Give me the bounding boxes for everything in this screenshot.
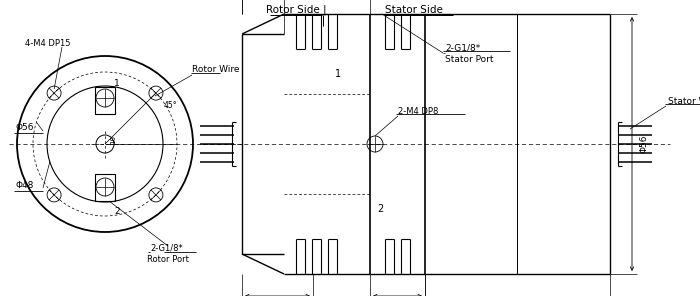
Text: 10: 10 [110, 136, 116, 144]
Text: 2: 2 [377, 204, 383, 214]
Text: Stator Wire: Stator Wire [668, 96, 700, 105]
Text: Φ56: Φ56 [16, 123, 34, 133]
Text: Stator Side: Stator Side [385, 5, 443, 15]
Text: |: | [323, 5, 327, 15]
Text: 2-G1/8*: 2-G1/8* [150, 244, 183, 252]
Bar [95, 174, 115, 201]
Text: Rotor Port: Rotor Port [147, 255, 189, 263]
Bar [95, 87, 115, 114]
Text: Stator Port: Stator Port [445, 54, 493, 64]
Text: 45°: 45° [163, 102, 177, 110]
Text: 2-M4 DP8: 2-M4 DP8 [398, 107, 438, 115]
Text: Φ48: Φ48 [16, 181, 34, 191]
Text: Rotor Side: Rotor Side [266, 5, 320, 15]
Text: 1: 1 [114, 80, 120, 89]
Text: 2-G1/8*: 2-G1/8* [445, 44, 480, 52]
Text: Rotor Wire: Rotor Wire [192, 65, 239, 75]
Text: 2: 2 [114, 207, 120, 215]
Text: 4-M4 DP15: 4-M4 DP15 [25, 39, 71, 49]
Text: 1: 1 [335, 69, 341, 79]
Text: Φ56: Φ56 [640, 135, 648, 153]
